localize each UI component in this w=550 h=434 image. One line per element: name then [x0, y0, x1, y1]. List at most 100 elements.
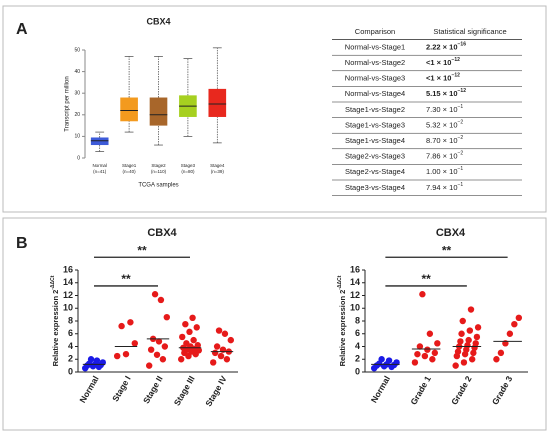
significance-value: 7.94 × 10	[426, 183, 458, 192]
data-point	[459, 317, 466, 325]
y-tick-label: 6	[355, 328, 360, 338]
table-header: Statistical significance	[433, 27, 506, 36]
x-tick-label: Normal	[77, 374, 100, 404]
data-point	[452, 362, 459, 369]
x-tick-label: Normal	[92, 163, 107, 168]
data-point	[457, 338, 464, 345]
x-tick-label: Stage4	[210, 163, 225, 168]
y-tick-label: 0	[77, 155, 80, 161]
data-point	[221, 330, 229, 337]
x-tick-label: Stage3	[181, 163, 196, 168]
x-tick-label: Stage IV	[203, 374, 229, 408]
significance-label: **	[442, 243, 452, 257]
data-point	[385, 357, 393, 364]
y-axis-label: Relative expression 2-ΔΔCt	[50, 275, 60, 366]
y-tick-label: 0	[68, 366, 73, 376]
data-point	[429, 356, 436, 363]
significance-exponent: −2	[458, 151, 464, 157]
data-point	[146, 362, 153, 369]
significance-exponent: −1	[458, 182, 464, 188]
significance-value: 8.70 × 10	[426, 136, 458, 145]
y-axis-label-text: Relative expression 2	[51, 290, 60, 367]
significance-value: 1.00 × 10	[426, 167, 458, 176]
data-point	[159, 356, 167, 363]
table-cell: 5.15 × 10−12	[426, 89, 466, 99]
data-point	[147, 346, 155, 353]
x-tick-sublabel: (n=41)	[93, 169, 107, 174]
data-point	[466, 327, 474, 334]
significance-exponent: −12	[458, 89, 467, 95]
table-cell: 7.94 × 10−1	[426, 182, 463, 192]
table-cell: 5.32 × 10−2	[426, 120, 463, 130]
x-axis-label: TCGA samples	[138, 183, 178, 189]
x-tick-label: Grade 3	[490, 374, 515, 407]
table-cell: Stage3-vs-Stage4	[345, 183, 405, 192]
box	[120, 97, 138, 122]
data-point	[460, 359, 468, 366]
y-axis-label: Transcript per million	[65, 76, 71, 131]
data-point	[179, 333, 186, 341]
data-point	[411, 359, 419, 366]
data-point	[183, 340, 190, 347]
chart-title: CBX4	[436, 227, 466, 239]
significance-value: <1 × 10	[426, 74, 451, 83]
significance-exponent: −16	[458, 42, 467, 48]
y-tick-label: 20	[74, 112, 80, 118]
significance-exponent: −2	[458, 135, 464, 141]
significance-value: 7.86 × 10	[426, 152, 458, 161]
table-cell: Stage1-vs-Stage3	[345, 120, 405, 129]
table-cell: 1.00 × 10−1	[426, 167, 463, 177]
data-point	[473, 333, 481, 341]
data-point	[434, 340, 441, 347]
y-tick-label: 14	[350, 277, 360, 287]
data-point	[378, 356, 385, 363]
data-point	[424, 346, 431, 353]
y-tick-label: 14	[63, 277, 73, 287]
data-point	[431, 349, 439, 357]
data-point	[151, 291, 159, 298]
data-point	[193, 324, 200, 331]
y-tick-label: 12	[350, 290, 360, 300]
significance-exponent: −2	[458, 120, 464, 126]
data-point	[186, 328, 193, 336]
significance-value: <1 × 10	[426, 58, 451, 67]
panel-frame	[2, 5, 547, 213]
significance-exponent: −1	[458, 104, 464, 110]
box	[208, 88, 227, 117]
data-point	[118, 322, 125, 330]
table-cell: Stage2-vs-Stage3	[345, 152, 405, 161]
x-tick-sublabel: (n=39)	[211, 169, 225, 174]
significance-label: **	[121, 272, 131, 286]
x-tick-label: Grade 2	[449, 374, 474, 407]
table-cell: Stage1-vs-Stage4	[345, 136, 405, 145]
table-header: Comparison	[355, 27, 395, 36]
x-tick-label: Grade 1	[408, 374, 433, 407]
data-point	[419, 291, 426, 298]
data-point	[190, 336, 197, 344]
data-point	[87, 356, 95, 363]
data-point	[472, 340, 479, 347]
panel-label: B	[16, 235, 28, 252]
x-tick-label: Normal	[369, 374, 392, 404]
y-axis-label-text: Relative expression 2	[338, 290, 347, 367]
data-point	[227, 336, 234, 344]
data-point	[465, 336, 472, 344]
y-tick-label: 10	[350, 303, 360, 313]
table-cell: <1 × 10−12	[426, 57, 460, 67]
data-point	[454, 348, 462, 355]
x-tick-sublabel: (n=80)	[181, 169, 195, 174]
table-cell: 7.30 × 10−1	[426, 104, 463, 114]
data-point	[114, 352, 121, 360]
data-point	[194, 342, 201, 349]
data-point	[178, 356, 185, 363]
panel-label: A	[16, 21, 28, 38]
data-point	[210, 359, 217, 366]
data-point	[497, 349, 505, 357]
data-point	[467, 306, 475, 313]
y-axis-label-superscript: -ΔΔCt	[337, 275, 343, 289]
x-tick-label: Stage I	[110, 374, 133, 403]
data-point	[189, 314, 196, 322]
data-point	[458, 330, 465, 337]
y-tick-label: 50	[74, 47, 80, 53]
